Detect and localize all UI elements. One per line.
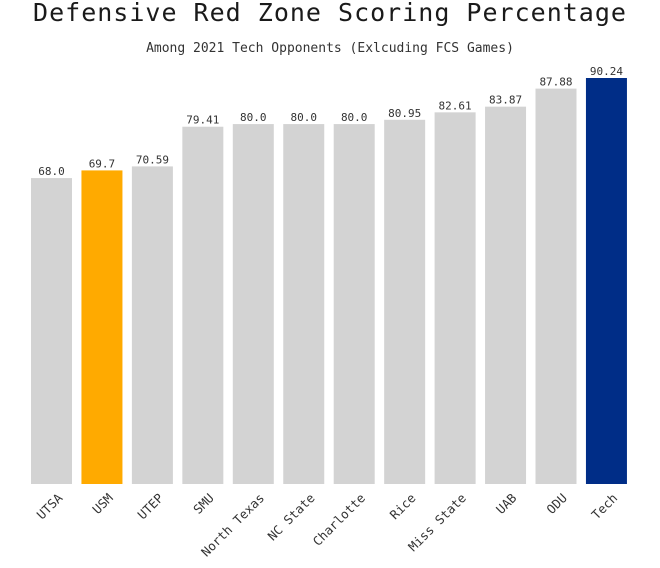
bar-tech bbox=[585, 78, 627, 484]
x-tick-label-charlotte: Charlotte bbox=[310, 490, 369, 549]
bar-odu bbox=[535, 88, 577, 485]
bar-rice bbox=[384, 119, 426, 485]
x-tick-label-odu: ODU bbox=[543, 490, 570, 517]
value-label-rice: 80.95 bbox=[388, 107, 421, 120]
bar-charlotte bbox=[333, 124, 375, 484]
value-label-smu: 79.41 bbox=[186, 114, 219, 127]
chart-title: Defensive Red Zone Scoring Percentage bbox=[33, 0, 627, 27]
x-tick-label-nc-state: NC State bbox=[264, 490, 317, 543]
value-label-utsa: 68.0 bbox=[38, 165, 65, 178]
x-tick-label-utsa: UTSA bbox=[34, 490, 66, 522]
value-label-miss-state: 82.61 bbox=[439, 99, 472, 112]
x-tick-label-rice: Rice bbox=[387, 490, 419, 522]
value-label-north-texas: 80.0 bbox=[240, 111, 267, 124]
value-label-charlotte: 80.0 bbox=[341, 111, 368, 124]
value-label-uab: 83.87 bbox=[489, 94, 522, 107]
x-tick-label-usm: USM bbox=[89, 490, 116, 517]
x-tick-label-utep: UTEP bbox=[134, 490, 166, 522]
x-tick-label-uab: UAB bbox=[493, 490, 520, 517]
value-label-usm: 69.7 bbox=[89, 157, 116, 170]
value-label-tech: 90.24 bbox=[590, 65, 623, 78]
value-label-utep: 70.59 bbox=[136, 153, 169, 166]
value-labels-group: 68.0 69.7 70.59 79.41 80.0 80.0 80.0 80.95 82.61… bbox=[38, 65, 623, 178]
bar-nc-state bbox=[283, 124, 325, 484]
bar-smu bbox=[182, 126, 224, 484]
value-label-nc-state: 80.0 bbox=[291, 111, 318, 124]
chart-subtitle: Among 2021 Tech Opponents (Exlcuding FCS… bbox=[146, 41, 514, 56]
bars-group bbox=[31, 78, 627, 485]
bar-uab bbox=[485, 106, 527, 484]
bar-miss-state bbox=[434, 112, 476, 484]
bar-utep bbox=[131, 166, 173, 484]
bar-north-texas bbox=[232, 124, 274, 484]
x-tick-label-smu: SMU bbox=[190, 490, 217, 517]
bar-utsa bbox=[31, 178, 72, 484]
value-label-odu: 87.88 bbox=[539, 76, 572, 89]
x-tick-label-tech: Tech bbox=[588, 490, 620, 522]
bar-usm bbox=[81, 170, 123, 484]
